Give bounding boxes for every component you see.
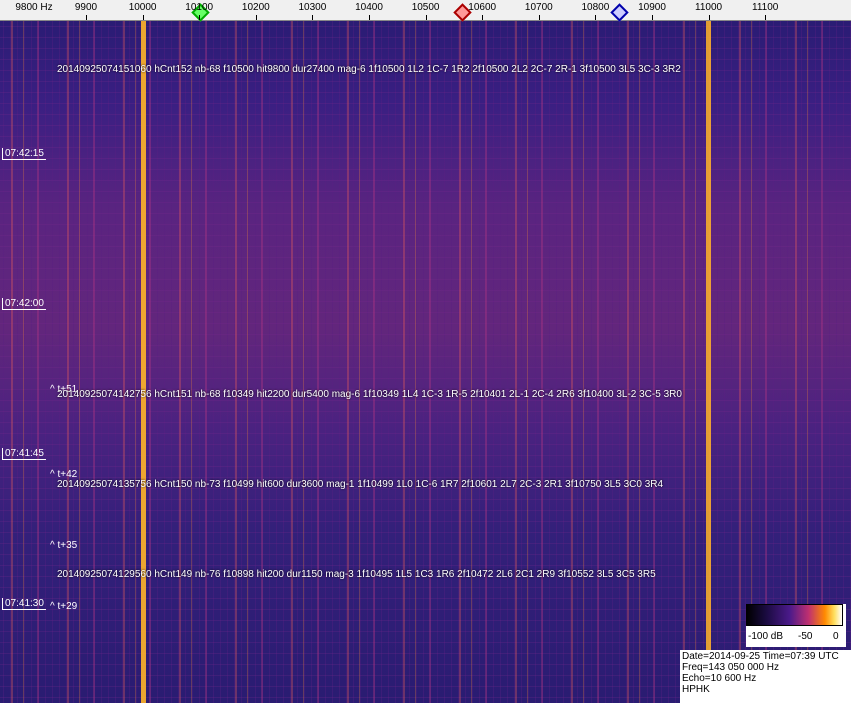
marker-blue[interactable] xyxy=(610,3,629,22)
frequency-tick xyxy=(142,15,144,20)
info-box: Date=2014-09-25 Time=07:39 UTC Freq=143 0… xyxy=(680,650,851,703)
detection-annotation: 20140925074135756 hCnt150 nb-73 f10499 h… xyxy=(57,479,664,490)
frequency-tick xyxy=(86,15,87,20)
colorbar-label: 0 xyxy=(833,631,839,642)
frequency-tick-label: 10300 xyxy=(298,2,327,13)
frequency-tick-label: 10900 xyxy=(638,2,666,13)
frequency-tick-label: 11100 xyxy=(752,2,779,13)
colorbar-label: -100 dB xyxy=(748,631,784,642)
frequency-tick-label: 10800 xyxy=(581,2,610,13)
info-line: Echo=10 600 Hz xyxy=(682,673,757,684)
frequency-tick xyxy=(538,15,540,20)
frequency-tick-label: 10700 xyxy=(524,2,553,13)
frequency-tick xyxy=(765,15,767,20)
frequency-tick-label: 10000 xyxy=(128,2,157,13)
frequency-axis: 9800 Hz 9900 10000 10100 10200 10300 10400 105… xyxy=(0,0,851,22)
frequency-tick xyxy=(595,15,597,20)
frequency-tick-label: 10100 xyxy=(185,2,214,13)
time-label: 07:41:30 xyxy=(2,598,46,610)
spectrogram xyxy=(0,21,851,703)
frequency-tick xyxy=(312,15,314,20)
axis-unit-label: 9800 Hz xyxy=(15,2,53,13)
frequency-tick-label: 10500 xyxy=(411,2,440,13)
frequency-tick xyxy=(369,15,370,20)
info-line: Date=2014-09-25 Time=07:39 UTC xyxy=(682,651,839,662)
detection-annotation: 20140925074151060 hCnt152 nb-68 f10500 h… xyxy=(57,64,681,75)
info-line: HPHK xyxy=(682,684,710,695)
colorbar: -100 dB -50 0 xyxy=(746,604,846,647)
event-marker: ^ t+29 xyxy=(50,601,78,612)
frequency-tick-label: 10400 xyxy=(355,2,383,13)
frequency-tick-label: 11000 xyxy=(695,2,723,13)
frequency-tick xyxy=(652,15,653,20)
colorbar-label: -50 xyxy=(798,631,813,642)
frequency-tick-label: 9900 xyxy=(74,2,98,13)
time-label: 07:42:15 xyxy=(2,148,46,160)
time-label: 07:41:45 xyxy=(2,448,46,460)
frequency-tick-label: 10200 xyxy=(241,2,270,13)
detection-annotation: 20140925074142756 hCnt151 nb-68 f10349 h… xyxy=(57,389,682,400)
frequency-tick-label: 10600 xyxy=(468,2,497,13)
frequency-tick xyxy=(482,15,484,20)
frequency-tick xyxy=(708,15,710,20)
detection-annotation: 20140925074129560 hCnt149 nb-76 f10898 h… xyxy=(57,569,656,580)
time-label: 07:42:00 xyxy=(2,298,46,310)
info-line: Freq=143 050 000 Hz xyxy=(682,662,780,673)
colorbar-gradient xyxy=(746,604,843,626)
frequency-tick xyxy=(199,15,201,20)
frequency-tick xyxy=(425,15,427,20)
event-marker: ^ t+35 xyxy=(50,540,78,551)
event-marker: ^ t+51 xyxy=(50,384,78,395)
frequency-tick xyxy=(255,15,257,20)
event-marker: ^ t+42 xyxy=(50,469,78,480)
